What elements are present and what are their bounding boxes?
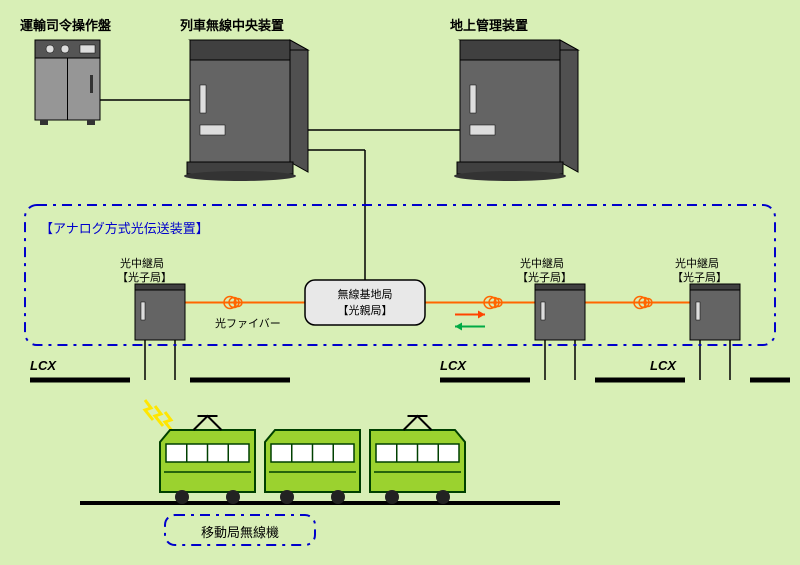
label-mobile: 移動局無線機 bbox=[165, 522, 315, 541]
label-relay-sub-0: 【光子局】 bbox=[117, 269, 172, 285]
label-lcx-1: LCX bbox=[440, 358, 466, 373]
label-section: 【アナログ方式光伝送装置】 bbox=[40, 218, 209, 237]
label-lcx-0: LCX bbox=[30, 358, 56, 373]
label-base-2: 【光親局】 bbox=[305, 302, 425, 318]
label-panel: 運輸司令操作盤 bbox=[20, 15, 111, 34]
label-relay-sub-2: 【光子局】 bbox=[672, 269, 727, 285]
label-central: 列車無線中央装置 bbox=[180, 15, 284, 34]
label-ground: 地上管理装置 bbox=[450, 15, 528, 34]
label-relay-sub-1: 【光子局】 bbox=[517, 269, 572, 285]
label-base-1: 無線基地局 bbox=[305, 286, 425, 302]
label-fiber: 光ファイバー bbox=[215, 315, 281, 331]
label-lcx-2: LCX bbox=[650, 358, 676, 373]
